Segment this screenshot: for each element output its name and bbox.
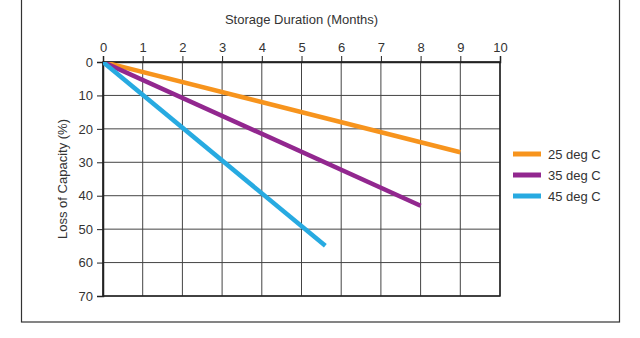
series-line <box>103 62 421 206</box>
plot: 0 1 2 3 4 5 6 7 8 9 10 0 10 20 30 40 50 60 70 <box>79 40 508 304</box>
tick-mark <box>97 229 103 230</box>
legend: 25 deg C 35 deg C 45 deg C <box>513 147 601 204</box>
tick-mark <box>182 56 183 62</box>
plot-frame <box>103 62 500 296</box>
tick-mark <box>262 56 263 62</box>
grid-line-y <box>103 162 500 163</box>
tick-mark <box>97 95 103 96</box>
grid <box>103 62 500 296</box>
tick-label: 40 <box>79 188 93 203</box>
tick-label: 3 <box>219 40 226 55</box>
tick-label: 0 <box>100 40 107 55</box>
series-line <box>103 62 325 246</box>
x-axis-title: Storage Duration (Months) <box>225 12 378 27</box>
tick: 60 <box>79 255 103 270</box>
grid-line-x <box>261 62 262 296</box>
grid-line-x <box>460 62 461 296</box>
tick: 1 <box>140 40 147 62</box>
tick-mark <box>222 56 223 62</box>
grid-line-x <box>341 62 342 296</box>
tick-mark <box>143 56 144 62</box>
tick-label: 2 <box>179 40 186 55</box>
tick-mark <box>500 56 501 62</box>
tick: 2 <box>179 40 186 62</box>
tick: 30 <box>79 155 103 170</box>
series-group <box>103 62 460 246</box>
tick-label: 4 <box>259 40 266 55</box>
tick-mark <box>381 56 382 62</box>
tick: 8 <box>417 40 424 62</box>
tick-mark <box>97 162 103 163</box>
tick: 20 <box>79 122 103 137</box>
grid-line-x <box>301 62 302 296</box>
tick-mark <box>97 263 103 264</box>
tick-label: 70 <box>79 289 93 304</box>
tick-label: 5 <box>298 40 305 55</box>
grid-line-y <box>103 128 500 129</box>
legend-swatch <box>513 152 541 157</box>
grid-line-y <box>103 262 500 263</box>
grid-line-x <box>420 62 421 296</box>
legend-label: 25 deg C <box>548 147 601 162</box>
grid-line-y <box>103 195 500 196</box>
tick: 10 <box>493 40 507 62</box>
tick: 10 <box>79 88 103 103</box>
tick-mark <box>421 56 422 62</box>
tick-label: 9 <box>457 40 464 55</box>
tick-mark <box>97 129 103 130</box>
tick-label: 7 <box>378 40 385 55</box>
tick: 7 <box>378 40 385 62</box>
tick: 0 <box>100 40 107 62</box>
tick-mark <box>341 56 342 62</box>
tick-label: 1 <box>140 40 147 55</box>
tick-mark <box>97 62 103 63</box>
axis-line <box>97 63 104 297</box>
tick-mark <box>97 196 103 197</box>
tick-label: 60 <box>79 255 93 270</box>
tick: 40 <box>79 188 103 203</box>
tick-mark <box>460 56 461 62</box>
tick-label: 20 <box>79 122 93 137</box>
legend-label: 45 deg C <box>548 189 601 204</box>
legend-label: 35 deg C <box>548 168 601 183</box>
tick-label: 30 <box>79 155 93 170</box>
tick: 0 <box>86 55 103 70</box>
chart: 0 1 2 3 4 5 6 7 8 9 10 0 10 20 30 40 50 60 70 Storage Durat… <box>0 0 640 338</box>
tick: 4 <box>259 40 266 62</box>
tick-label: 50 <box>79 222 93 237</box>
tick-mark <box>97 296 103 297</box>
axis-line <box>104 56 501 63</box>
tick-mark <box>103 56 104 62</box>
tick-label: 6 <box>338 40 345 55</box>
tick: 6 <box>338 40 345 62</box>
y-axis-title: Loss of Capacity (%) <box>55 119 70 239</box>
legend-swatch <box>513 173 541 178</box>
x-axis: 0 1 2 3 4 5 6 7 8 9 10 <box>100 40 508 63</box>
tick-label: 10 <box>493 40 507 55</box>
tick-label: 10 <box>79 88 93 103</box>
grid-line-x <box>380 62 381 296</box>
tick: 9 <box>457 40 464 62</box>
tick-label: 0 <box>86 55 93 70</box>
y-axis: 0 10 20 30 40 50 60 70 <box>79 55 104 304</box>
grid-line-y <box>103 95 500 96</box>
tick: 5 <box>298 40 305 62</box>
legend-swatch <box>513 194 541 199</box>
tick: 3 <box>219 40 226 62</box>
tick: 70 <box>79 289 103 304</box>
grid-line-x <box>222 62 223 296</box>
tick: 50 <box>79 222 103 237</box>
outer-frame <box>22 0 620 322</box>
tick-label: 8 <box>417 40 424 55</box>
tick-mark <box>302 56 303 62</box>
